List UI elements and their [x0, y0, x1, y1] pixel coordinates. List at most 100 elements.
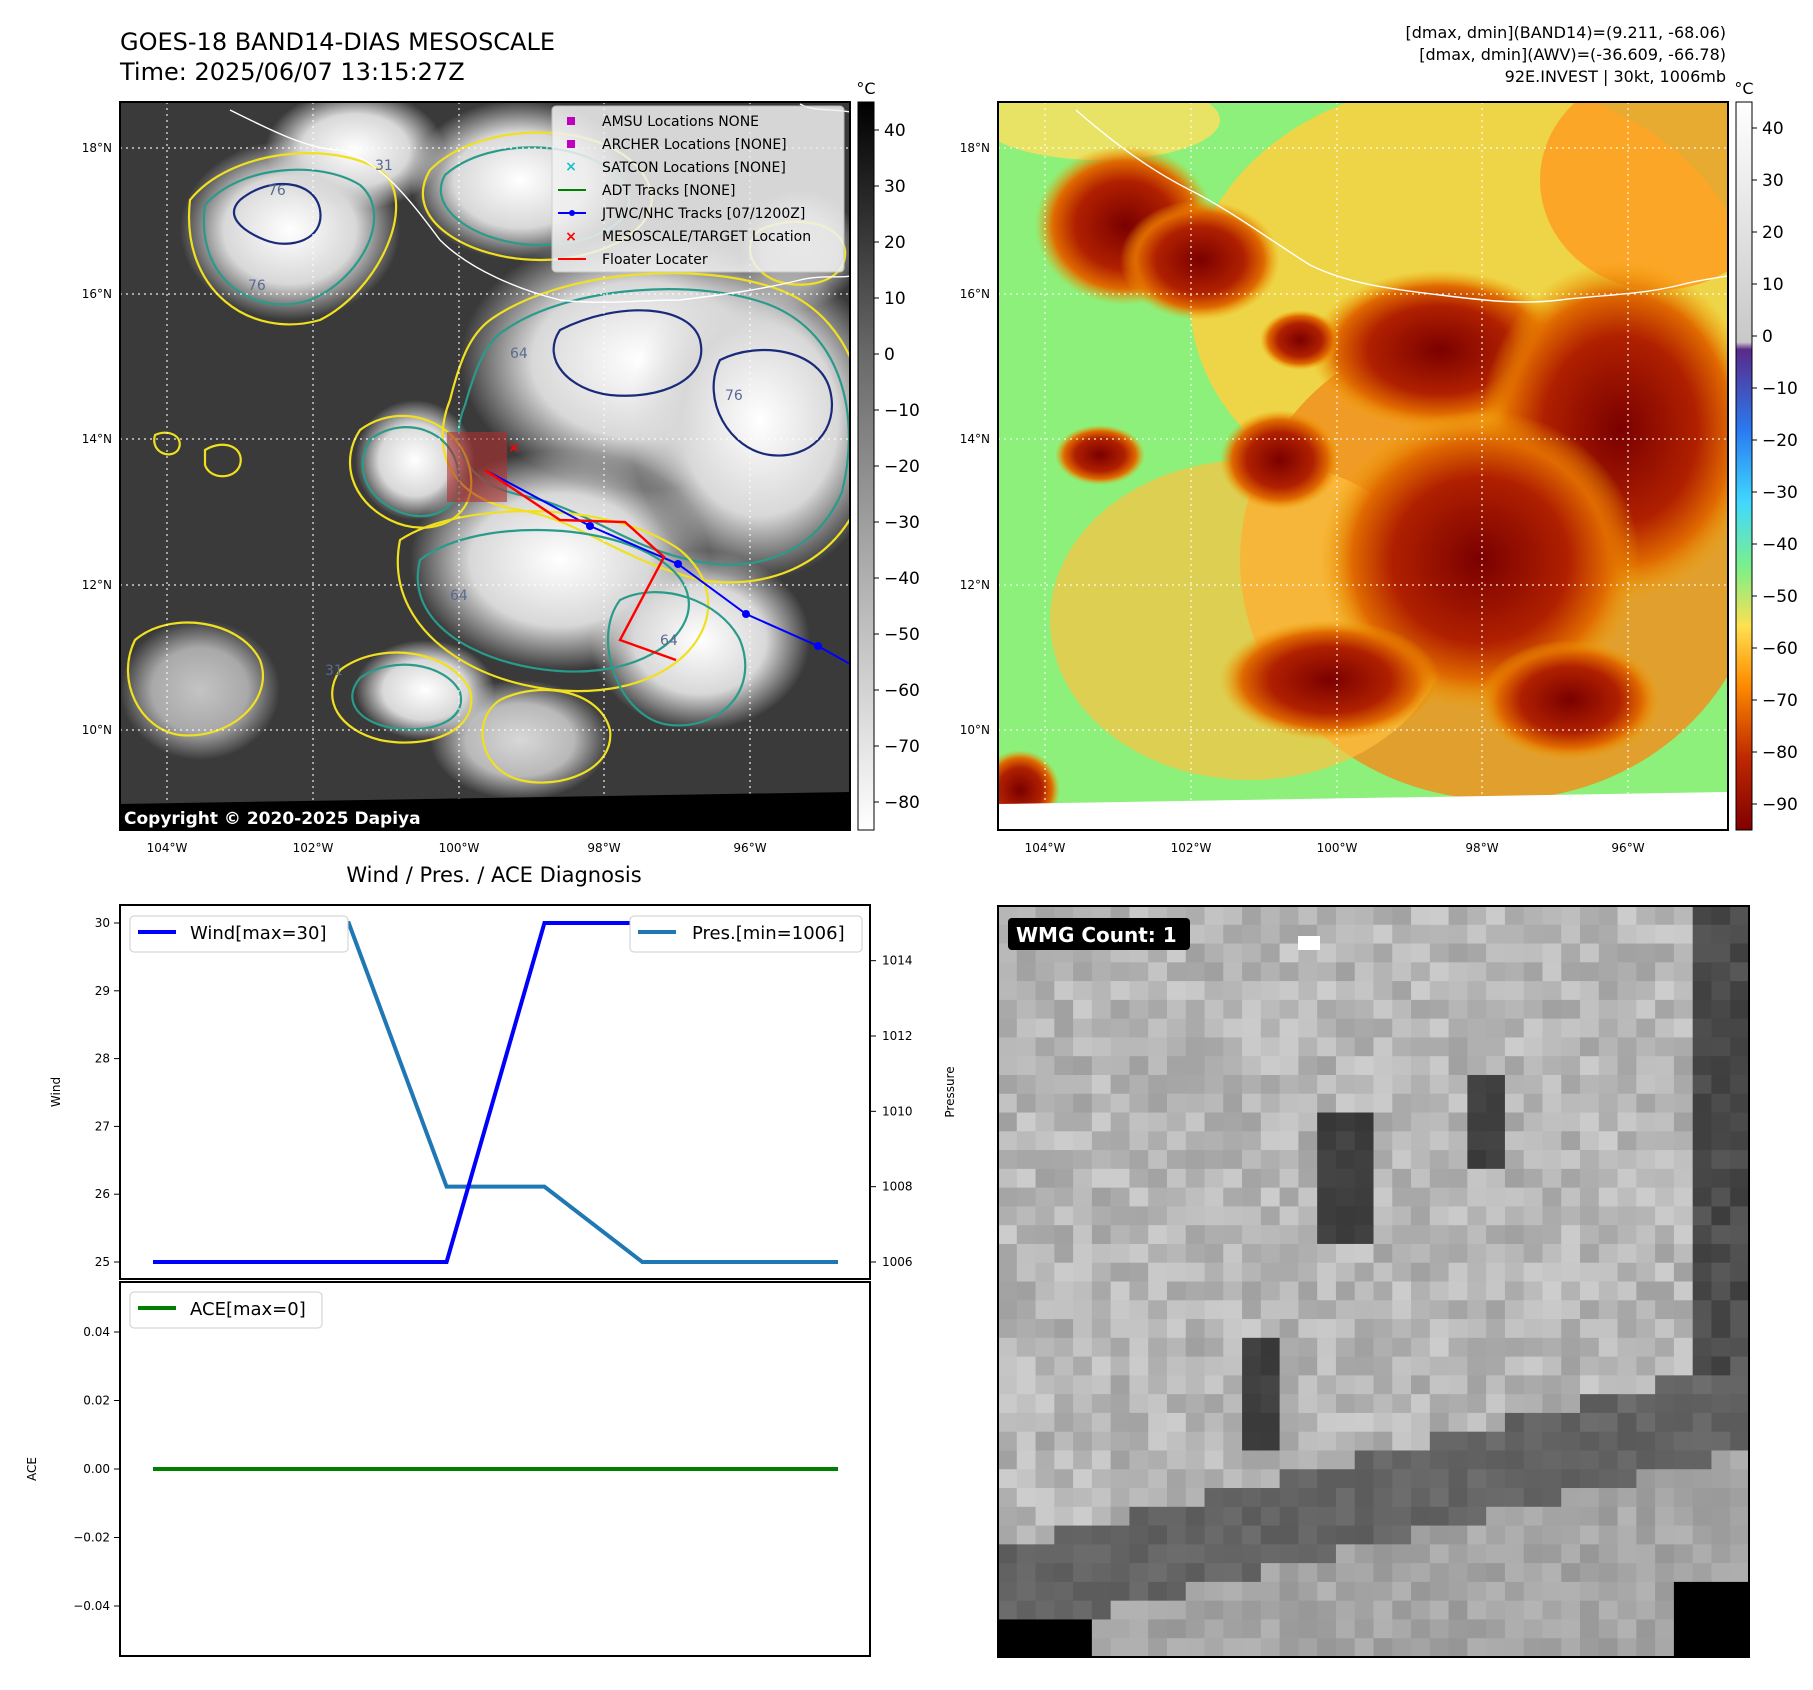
map-lat-labels: 18°N 16°N 14°N 12°N 10°N — [82, 141, 112, 737]
lon-label: 100°W — [439, 841, 480, 855]
colorbar-tick-label: −70 — [1762, 691, 1798, 711]
map-legend: × × AMSU Locations NONE ARCHER Locations… — [551, 105, 845, 273]
track-point — [814, 642, 822, 650]
satcon-legend-icon: × — [565, 159, 577, 175]
pressure-legend: Pres.[min=1006] — [629, 915, 863, 953]
colorbar-tick-label: 20 — [884, 233, 906, 253]
pressure-legend-label: Pres.[min=1006] — [692, 923, 845, 944]
jtwc-track-points — [586, 522, 822, 650]
lat-label: 16°N — [960, 287, 990, 301]
colorbar-tick-label: −30 — [884, 513, 920, 533]
colorbar-tick-label: 40 — [884, 121, 906, 141]
track-point — [674, 560, 682, 568]
ace-legend: ACE[max=0] — [129, 1291, 323, 1329]
colorbar-tick-label: 10 — [1762, 275, 1784, 295]
lon-label: 98°W — [587, 841, 620, 855]
awv-lat-labels: 18°N 16°N 14°N 12°N 10°N — [960, 141, 990, 737]
pressure-tick-label: 1006 — [882, 1255, 913, 1269]
wind-tick-label: 27 — [95, 1119, 110, 1133]
legend-box — [551, 105, 845, 273]
wind-tick-label: 28 — [95, 1052, 110, 1066]
ace-tick-label: 0.02 — [83, 1394, 110, 1408]
map-lon-labels: 104°W 102°W 100°W 98°W 96°W — [147, 841, 767, 855]
pressure-tick-label: 1014 — [882, 954, 913, 968]
ace-legend-label: ACE[max=0] — [190, 1299, 306, 1320]
contour-label: 64 — [660, 633, 678, 649]
lon-label: 96°W — [733, 841, 766, 855]
lat-label: 10°N — [960, 723, 990, 737]
colorbar-tick-label: −10 — [884, 401, 920, 421]
wmg-count-badge — [1008, 918, 1190, 950]
coastline — [229, 109, 850, 303]
amsu-legend-icon — [567, 117, 575, 125]
ir-map-panel: 76 76 64 76 31 64 64 31 × Copyrig — [82, 101, 851, 855]
colorbar-tick-label: −60 — [884, 681, 920, 701]
contour-label: 31 — [375, 158, 393, 174]
track-point — [742, 610, 750, 618]
target-marker-icon: × — [508, 440, 520, 456]
legend-label: Floater Locater — [602, 252, 708, 268]
pressure-tick-label: 1010 — [882, 1104, 913, 1118]
wind-tick-label: 26 — [95, 1187, 110, 1201]
colorbar-tick-label: 30 — [884, 177, 906, 197]
lat-label: 18°N — [960, 141, 990, 155]
ace-tick-label: −0.04 — [73, 1599, 110, 1613]
jtwc-track-line — [484, 469, 850, 665]
colorbar-tick-label: −90 — [1762, 795, 1798, 815]
lat-label: 16°N — [82, 287, 112, 301]
title-line-1: GOES-18 BAND14-DIAS MESOSCALE — [120, 28, 555, 56]
ace-chart: 0.04 0.02 0.00 −0.02 −0.04 ACE ACE[max=0] — [25, 1281, 871, 1657]
ace-tick-label: −0.02 — [73, 1531, 110, 1545]
legend-label: JTWC/NHC Tracks [07/1200Z] — [601, 206, 805, 222]
lat-label: 14°N — [82, 432, 112, 446]
copyright-bar — [120, 792, 850, 830]
wind-tick-label: 25 — [95, 1255, 110, 1269]
cold-cloud-tops — [998, 145, 1728, 830]
colorbar-tick-label: −20 — [1762, 431, 1798, 451]
contours — [126, 131, 850, 784]
lon-label: 104°W — [1025, 841, 1066, 855]
pressure-axis-label: Pressure — [943, 1066, 957, 1117]
awv-lon-labels: 104°W 102°W 100°W 98°W 96°W — [1025, 841, 1645, 855]
info-line-3: 92E.INVEST | 30kt, 1006mb — [1505, 67, 1726, 86]
wmg-count-label: WMG Count: 1 — [1016, 923, 1177, 947]
lon-label: 100°W — [1317, 841, 1358, 855]
colorbar-tick-label: −50 — [1762, 587, 1798, 607]
awv-gridlines — [998, 102, 1728, 830]
contour-label: 64 — [450, 588, 468, 604]
gray-colorbar: °C 40 30 20 10 0 −10 −20 −30 −40 −50 −60 −70 −80 — [856, 79, 920, 831]
floater-track-line — [484, 469, 677, 662]
wind-tick-label: 30 — [95, 916, 110, 930]
contour-labels: 76 76 64 76 31 64 64 31 — [248, 158, 743, 679]
ace-axis-label: ACE — [25, 1457, 39, 1481]
colorbar-tick-label: −30 — [1762, 483, 1798, 503]
wind-tick-label: 29 — [95, 984, 110, 998]
colorbar-tick-label: −40 — [1762, 535, 1798, 555]
map-frame — [119, 101, 851, 831]
colorbar-tick-label: −40 — [884, 569, 920, 589]
colorbar-unit: °C — [1734, 79, 1753, 98]
ace-tick-label: 0.00 — [83, 1462, 110, 1476]
ace-tick-label: 0.04 — [83, 1325, 110, 1339]
color-colorbar: °C 40 30 20 10 0 −10 −20 −30 −40 −50 −60 −70 −80 −90 — [1734, 79, 1798, 831]
legend-label: SATCON Locations [NONE] — [602, 160, 786, 176]
awv-map-panel: 104°W 102°W 100°W 98°W 96°W 18°N 16°N 14… — [960, 101, 1729, 855]
colorbar-tick-label: 0 — [884, 345, 895, 365]
colorbar-tick-label: 10 — [884, 289, 906, 309]
awv-frame — [997, 101, 1729, 831]
colorbar-tick-label: 40 — [1762, 119, 1784, 139]
lat-label: 12°N — [960, 578, 990, 592]
contour-label: 76 — [268, 183, 286, 199]
contour-label: 64 — [510, 346, 528, 362]
colorbar-tick-label: 30 — [1762, 171, 1784, 191]
colorbar-tick-label: −70 — [884, 737, 920, 757]
colorbar-tick-label: −20 — [884, 457, 920, 477]
contour-label: 31 — [325, 663, 343, 679]
lon-label: 104°W — [147, 841, 188, 855]
title-line-2: Time: 2025/06/07 13:15:27Z — [119, 58, 465, 86]
awv-coastline — [1075, 109, 1728, 303]
info-line-2: [dmax, dmin](AWV)=(-36.609, -66.78) — [1419, 45, 1726, 64]
info-line-1: [dmax, dmin](BAND14)=(9.211, -68.06) — [1406, 23, 1727, 42]
colorbar-unit: °C — [856, 79, 875, 98]
